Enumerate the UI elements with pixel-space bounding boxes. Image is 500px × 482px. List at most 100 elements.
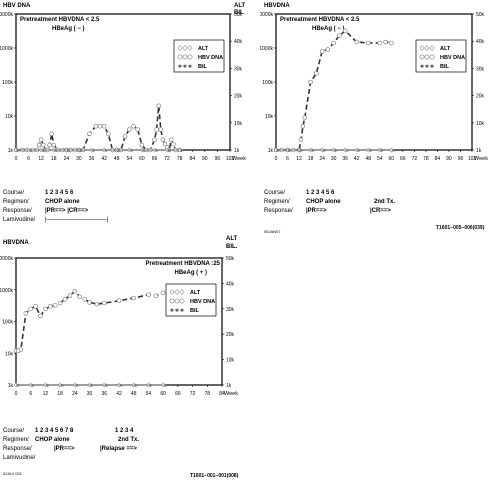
chart-b-regimen-label: Regimen/ xyxy=(264,199,290,205)
chart-c-regimen-label: Regimen/ xyxy=(3,437,29,443)
chart-a-xtick-label: 96 xyxy=(215,156,221,162)
chart-c-point-hbvdna xyxy=(23,311,29,316)
chart-b-ytick-left-label: 10k xyxy=(265,114,274,120)
chart-b-point-hbvdna xyxy=(337,33,342,38)
chart-b-ytick-right-label: 30k xyxy=(476,66,485,72)
chart-a-regimen-label: Regimen/ xyxy=(3,199,29,205)
chart-c-legend-circle-icon xyxy=(179,298,185,304)
chart-b-ytick-right-label: 1k xyxy=(476,148,482,154)
chart-c-point-hbvdna xyxy=(160,290,166,296)
chart-c-ylabel-left: HBVDNA xyxy=(3,240,29,246)
chart-c-point-bil: ✱ xyxy=(119,383,123,388)
chart-b-response-value: |PR==> xyxy=(306,208,327,214)
chart-b-xtick-label: 72 xyxy=(412,156,418,162)
chart-c-response-value: |PR==> xyxy=(54,446,75,452)
chart-a-point-hbvdna xyxy=(97,123,103,129)
chart-a: 1k 10k 100k 1000k 10000k 1k 10k 20k 30k 40k 50k 0 6 1… xyxy=(0,12,246,162)
chart-a-ylabel-right-bil: BIL xyxy=(234,10,244,16)
chart-c-xtick-label: 18 xyxy=(57,391,63,397)
chart-a-legend-star-icon: ✱ xyxy=(188,64,192,70)
chart-a-point-bil: ✱ xyxy=(79,148,83,153)
chart-b-xtick-label: 18 xyxy=(308,156,314,162)
chart-c-point-hbvdna xyxy=(102,300,107,306)
chart-c-point-hbvdna xyxy=(48,304,53,309)
chart-c-legend-circle-icon xyxy=(169,298,175,304)
chart-b-point-bil: ✱ xyxy=(391,148,395,153)
chart-c-ytick-left-label: 10k xyxy=(5,351,14,357)
chart-a-point-hbvdna xyxy=(162,141,168,147)
chart-b-point-hbvdna xyxy=(314,71,319,76)
chart-a-point-bil: ✱ xyxy=(155,148,159,153)
chart-a-xtick-label: 60 xyxy=(139,156,145,162)
chart-c-point-bil: ✱ xyxy=(149,383,153,388)
chart-b-xtick-label: 36 xyxy=(342,156,348,162)
chart-b-series-hbv-dna xyxy=(276,29,392,151)
chart-b-xtick-label: 6 xyxy=(286,156,289,162)
chart-c-ytick-right-label: 30k xyxy=(226,307,235,313)
chart-a-point-bil: ✱ xyxy=(104,148,108,153)
chart-c-xtick-label: 78 xyxy=(205,391,211,397)
chart-b-point-hbvdna xyxy=(302,115,308,120)
chart-b-regimen-value: CHOP alone xyxy=(306,199,341,205)
chart-c-xtick-label: 60 xyxy=(160,391,166,397)
chart-b-xlabel: Week xyxy=(474,156,488,162)
chart-b-point-hbvdna xyxy=(319,49,325,54)
chart-a-legend-diamond-icon xyxy=(187,45,193,51)
chart-a-xtick-label: 48 xyxy=(114,156,120,162)
chart-c-point-bil: ✱ xyxy=(31,383,35,388)
chart-c-point-bil: ✱ xyxy=(60,383,64,388)
chart-a-ytick-left-label: 10000k xyxy=(0,12,13,18)
chart-b-point-bil: ✱ xyxy=(368,148,372,153)
chart-c-lamivudine-label: Lamivudine/ xyxy=(3,455,36,461)
chart-c-course-values2: 1 2 3 4 xyxy=(115,428,134,434)
chart-a-xtick-label: 42 xyxy=(101,156,107,162)
chart-a-legend-label: ALT xyxy=(198,46,209,52)
chart-a-legend-star-icon: ✱ xyxy=(178,64,182,70)
chart-c-ytick-left-label: 1k xyxy=(8,383,14,389)
chart-c-pretreatment: Pretreatment HBVDNA :25 xyxy=(146,261,221,267)
chart-c-legend-diamond-icon xyxy=(169,289,175,295)
chart-b-point-hbvdna xyxy=(300,123,306,129)
chart-c-point-hbvdna xyxy=(18,347,24,352)
chart-c-ytick-right-label: 1k xyxy=(226,383,232,389)
chart-a-legend-circle-icon xyxy=(182,54,188,60)
chart-c-ylabel-right-bil: BIL. xyxy=(226,244,238,250)
chart-b-ytick-left-label: 100k xyxy=(262,80,273,86)
chart-c: 1k 10k 100k 1000k 10000k 1k 10k 20k 30k 40k 50k 0 6 1… xyxy=(0,256,238,397)
chart-c-point-hbvdna xyxy=(52,303,58,308)
chart-c-legend-label: ALT xyxy=(190,290,201,296)
chart-b-xtick-label: 60 xyxy=(389,156,395,162)
chart-c-point-hbvdna xyxy=(146,292,151,297)
chart-c-xtick-label: 30 xyxy=(87,391,93,397)
chart-b-xtick-label: 48 xyxy=(365,156,371,162)
chart-a-point-hbvdna xyxy=(171,141,176,147)
chart-a-point-bil: ✱ xyxy=(29,148,33,153)
chart-b-point-bil: ✱ xyxy=(380,148,384,153)
chart-b: 1k 10k 100k 1000k 10000k 1k 10k 20k 30k 40k 50k 0 6 1… xyxy=(260,12,488,162)
chart-a-ytick-right-label: 1k xyxy=(234,148,240,154)
chart-b-legend-label: ALT xyxy=(440,46,451,52)
chart-c-xtick-label: 72 xyxy=(190,391,196,397)
chart-b-ytick-left-label: 1k xyxy=(268,148,274,154)
chart-b-point-bil: ✱ xyxy=(299,148,303,153)
chart-c-id-code: T1601−001−001(008) xyxy=(190,473,239,479)
chart-a-point-hbvdna xyxy=(131,123,136,129)
chart-b-ytick-right-label: 40k xyxy=(476,39,485,45)
chart-c-xlabel: Week xyxy=(224,391,238,397)
chart-a-point-hbvdna xyxy=(38,137,44,143)
chart-b-xtick-label: 0 xyxy=(275,156,278,162)
chart-a-point-hbvdna xyxy=(135,127,140,132)
chart-a-point-bil: ✱ xyxy=(92,148,96,153)
chart-c-point-hbvdna xyxy=(57,300,63,306)
chart-a-pretreatment: Pretreatment HBVDNA < 2.5 xyxy=(20,17,100,23)
chart-a-point-hbvdna xyxy=(47,142,52,148)
chart-c-xtick-label: 12 xyxy=(43,391,49,397)
chart-b-ytick-left-label: 1000k xyxy=(260,46,273,52)
chart-a-legend xyxy=(173,39,225,73)
chart-b-point-bil: ✱ xyxy=(276,148,280,153)
chart-a-legend-star-icon: ✱ xyxy=(183,64,187,70)
chart-a-point-hbvdna xyxy=(41,142,46,148)
chart-c-legend-label: HBV DNA xyxy=(190,299,215,305)
chart-a-xtick-label: 84 xyxy=(189,156,195,162)
chart-a-ytick-right-label: 10k xyxy=(234,121,243,127)
